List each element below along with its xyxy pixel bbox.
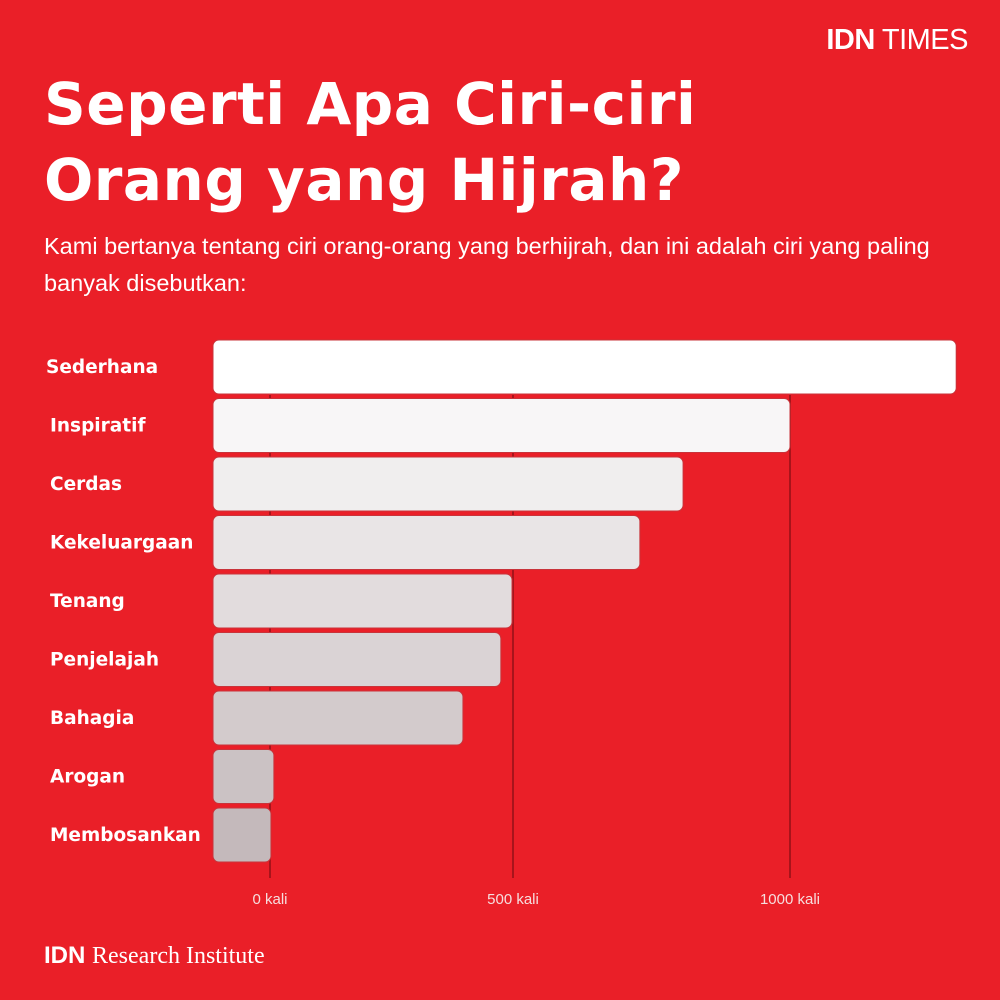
category-label: Cerdas: [50, 474, 122, 495]
category-label: Tenang: [50, 591, 125, 612]
bar-sederhana: [212, 339, 957, 395]
category-label: Membosankan: [50, 825, 201, 846]
idn-research-institute-logo: IDN Research Institute: [44, 942, 265, 969]
bar-inspiratif: [212, 398, 791, 453]
chart-subtitle: Kami bertanya tentang ciri orang-orang y…: [44, 233, 930, 296]
category-label: Penjelajah: [50, 650, 159, 671]
category-label: Sederhana: [46, 357, 158, 378]
x-tick-label: 0 kali: [252, 891, 287, 908]
chart-title: Seperti Apa Ciri-ciri Orang yang Hijrah?: [44, 70, 697, 214]
bar-membosankan: [212, 807, 272, 863]
bar-penjelajah: [212, 632, 502, 687]
category-label: Kekeluargaan: [50, 533, 193, 554]
bar-bahagia: [212, 690, 464, 746]
x-tick-label: 500 kali: [487, 891, 539, 908]
idn-times-logo: IDN TIMES: [826, 24, 968, 56]
category-label: Inspiratif: [50, 416, 146, 437]
bar-kekeluargaan: [212, 515, 641, 570]
category-label: Arogan: [50, 767, 125, 788]
category-label: Bahagia: [50, 708, 134, 729]
x-tick-label: 1000 kali: [760, 891, 820, 908]
bar-arogan: [212, 749, 275, 804]
bar-cerdas: [212, 456, 684, 512]
bar-tenang: [212, 573, 513, 629]
